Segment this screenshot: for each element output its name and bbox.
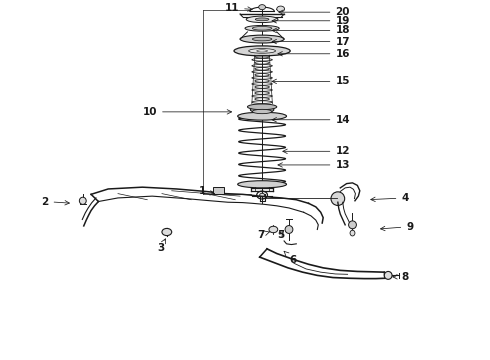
Text: 10: 10: [143, 107, 232, 117]
Text: 2: 2: [41, 197, 70, 207]
Circle shape: [277, 6, 285, 12]
Ellipse shape: [257, 50, 268, 52]
Ellipse shape: [350, 230, 355, 236]
Text: 3: 3: [157, 239, 166, 253]
Text: 9: 9: [381, 222, 414, 231]
Text: 18: 18: [272, 26, 350, 35]
Text: 17: 17: [272, 37, 350, 46]
Ellipse shape: [238, 181, 287, 188]
Text: 6: 6: [284, 251, 296, 265]
Text: 20: 20: [279, 7, 350, 17]
Text: 11: 11: [224, 3, 252, 13]
Ellipse shape: [252, 27, 272, 30]
Ellipse shape: [255, 18, 269, 21]
Circle shape: [259, 5, 266, 10]
Text: 14: 14: [272, 115, 350, 125]
Ellipse shape: [260, 193, 265, 197]
Ellipse shape: [246, 16, 278, 23]
Ellipse shape: [269, 226, 278, 233]
Text: 5: 5: [277, 230, 284, 239]
Text: 1: 1: [198, 186, 215, 197]
Text: 12: 12: [283, 146, 350, 156]
Ellipse shape: [234, 46, 290, 56]
Ellipse shape: [252, 109, 272, 114]
Ellipse shape: [250, 107, 274, 113]
Ellipse shape: [252, 37, 272, 41]
Ellipse shape: [348, 221, 356, 229]
Text: 8: 8: [393, 272, 409, 282]
Bar: [213, 187, 224, 194]
Text: 13: 13: [278, 160, 350, 170]
Text: 7: 7: [257, 230, 270, 239]
Ellipse shape: [248, 49, 275, 53]
Text: 4: 4: [371, 193, 409, 203]
Ellipse shape: [285, 226, 293, 233]
Ellipse shape: [238, 112, 287, 120]
Ellipse shape: [247, 104, 277, 110]
Ellipse shape: [79, 197, 86, 204]
Ellipse shape: [240, 35, 284, 43]
Ellipse shape: [245, 26, 279, 31]
Text: 16: 16: [278, 49, 350, 59]
Text: 19: 19: [272, 16, 350, 26]
Text: 15: 15: [272, 76, 350, 86]
Ellipse shape: [384, 271, 392, 279]
Ellipse shape: [162, 228, 172, 235]
Ellipse shape: [331, 192, 344, 206]
